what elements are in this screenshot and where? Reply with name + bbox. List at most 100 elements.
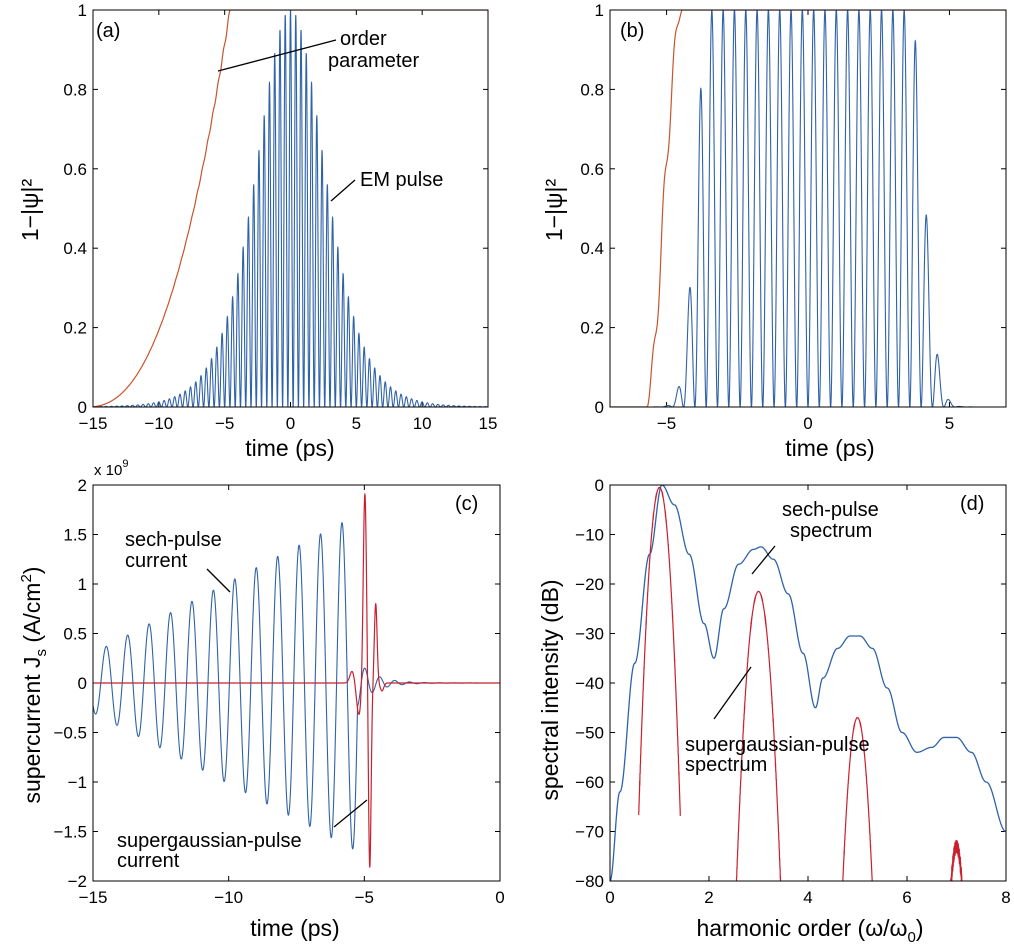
y-tick-label-c-3: −0.5 [53,724,87,743]
panel-a-label: (a) [96,20,120,42]
plot-a-border [92,9,489,408]
y-tick-label-d-5: −30 [575,625,604,644]
y-tick-label-d-1: −70 [575,823,604,842]
x-tick-label-a-5: 10 [413,414,432,433]
x-tick-label-b-0: −5 [657,414,676,433]
y-tick-label-c-5: 0.5 [63,625,87,644]
x-tick-label-b-1: 0 [803,414,812,433]
panel-b-xlabel: time (ps) [785,435,874,461]
x-tick-label-a-0: −15 [79,414,108,433]
y-tick-label-b-0: 0 [595,398,604,417]
x-tick-label-d-0: 0 [605,888,614,907]
plot-b-border [609,9,1007,408]
x-tick-label-a-6: 15 [479,414,498,433]
y-tick-label-d-3: −50 [575,724,604,743]
annotation-sg-spectrum-1: supergaussian-pulse [685,734,870,756]
panel-d-ylabel: spectral intensity (dB) [537,579,563,800]
panel-b-label: (b) [620,20,644,42]
x-tick-label-c-3: 0 [495,888,504,907]
annotation-sech-current-1: sech-pulse [125,529,222,551]
supergaussian-current-line [93,492,500,868]
multiplier-exp: 9 [122,458,128,470]
annotation-sg-current-1: supergaussian-pulse [117,830,302,852]
y-tick-label-c-8: 2 [78,476,87,495]
y-tick-label-c-6: 1 [78,575,87,594]
annotation-parameter: parameter [328,50,419,72]
x-tick-label-d-2: 4 [803,888,812,907]
y-tick-label-d-2: −60 [575,773,604,792]
panel-a-xlabel: time (ps) [245,435,334,461]
panel-b-ylabel: 1−|ψ|² [541,179,567,242]
pointer-em-pulse [330,179,356,202]
annotation-sg-spectrum-2: spectrum [685,754,767,776]
supergaussian-spectrum-peak-4 [950,840,963,881]
y-tick-label-a-3: 0.6 [63,160,87,179]
x-tick-label-b-2: 5 [945,414,954,433]
xlabel-sub: 0 [908,929,916,946]
y-tick-label-d-4: −40 [575,674,604,693]
y-tick-label-c-4: 0 [78,674,87,693]
annotation-order: order [340,28,387,50]
panel-c-label: (c) [455,493,478,515]
supergaussian-spectrum-peak-3 [842,717,873,881]
y-tick-label-c-2: −1 [68,773,87,792]
panel-d-label: (d) [960,493,984,515]
panel-a-ylabel: 1−|ψ|² [17,179,43,242]
pointer-order-parameter [217,39,337,72]
x-tick-label-a-2: −5 [215,414,234,433]
em-pulse-line-b [610,10,1006,407]
pointer-sg-current [333,799,368,828]
panel-d-xlabel: harmonic order (ω/ω0) [696,915,923,946]
plot-c-area: −15 −10 −5 0 −2 −1.5 −1 −0.5 0 0.5 1 1.5 2 [53,476,504,907]
x-tick-label-c-2: −5 [355,888,374,907]
x-tick-label-a-1: −10 [144,414,173,433]
x-tick-label-a-3: 0 [286,414,295,433]
em-pulse-line [93,10,488,407]
sech-spectrum-line [610,485,1006,881]
xlabel-end: ) [916,915,924,941]
panel-b: −5 0 5 0 0.2 0.4 0.6 0.8 1 (b) time (ps) 1−|ψ|² [541,1,1007,461]
x-tick-label-d-1: 2 [704,888,713,907]
ylabel-unit: (A/cm [19,583,45,649]
y-tick-label-b-2: 0.4 [580,239,604,258]
y-tick-label-c-1: −1.5 [53,823,87,842]
order-parameter-line-b [610,10,1006,407]
panel-c: −15 −10 −5 0 −2 −1.5 −1 −0.5 0 0.5 1 1.5 2 (c) x 109… [18,458,505,941]
y-tick-label-d-8: 0 [595,476,604,495]
ylabel-main: supercurrent J [19,656,45,803]
y-tick-label-d-6: −20 [575,575,604,594]
order-parameter-line [93,10,488,407]
pointer-sech-current [206,568,231,593]
y-tick-label-b-5: 1 [595,1,604,20]
y-tick-label-c-7: 1.5 [63,526,87,545]
y-tick-label-b-4: 0.8 [580,80,604,99]
plot-d-border [609,484,1007,882]
plot-b-area: −5 0 5 0 0.2 0.4 0.6 0.8 1 [580,1,1007,433]
pointer-sg-spectrum [713,666,752,720]
x-tick-label-c-1: −10 [214,888,243,907]
y-tick-label-b-3: 0.6 [580,160,604,179]
ylabel-end: ) [19,567,45,575]
y-tick-label-d-7: −10 [575,526,604,545]
panel-c-ylabel: supercurrent Js (A/cm2) [18,567,50,804]
panel-c-xlabel: time (ps) [250,915,339,941]
annotation-sech-spectrum-2: spectrum [790,520,872,542]
x-tick-label-a-4: 5 [352,414,361,433]
y-tick-label-a-4: 0.8 [63,80,87,99]
x-tick-label-d-4: 8 [1001,888,1010,907]
x-tick-label-d-3: 6 [902,888,911,907]
supergaussian-spectrum-peak-2 [735,590,782,881]
panel-c-multiplier: x 109 [94,458,128,479]
ylabel-sub: s [33,649,50,657]
annotation-em-pulse: EM pulse [360,169,443,191]
panel-d: 0 2 4 6 8 −80 −70 −60 −50 −40 −30 −20 −10 0 (d) sech-… [537,476,1011,946]
panel-a: −15 −10 −5 0 5 10 15 0 0.2 0.4 0.6 0.8 1 (a) order p… [17,1,497,461]
plot-c-border [92,484,501,882]
y-tick-label-c-0: −2 [68,872,87,891]
annotation-sg-current-2: current [117,850,180,872]
pointer-sech-spectrum [751,545,776,575]
y-tick-label-a-5: 1 [78,1,87,20]
plot-d-area: 0 2 4 6 8 −80 −70 −60 −50 −40 −30 −20 −10 0 [575,476,1011,907]
ylabel-sup: 2 [18,574,35,582]
